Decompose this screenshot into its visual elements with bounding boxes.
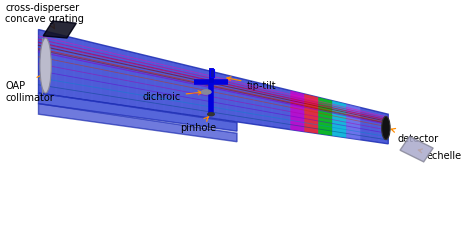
Polygon shape	[38, 94, 237, 132]
Text: detector: detector	[391, 129, 439, 143]
Text: tip-tilt: tip-tilt	[227, 77, 276, 90]
Circle shape	[201, 90, 211, 95]
Text: pinhole: pinhole	[180, 117, 217, 132]
Text: dichroic: dichroic	[143, 91, 202, 102]
Polygon shape	[400, 137, 433, 162]
Polygon shape	[290, 91, 304, 132]
Ellipse shape	[40, 39, 51, 94]
Text: OAP
collimator: OAP collimator	[5, 76, 54, 102]
Ellipse shape	[382, 117, 390, 140]
Polygon shape	[304, 94, 318, 134]
Polygon shape	[346, 105, 360, 140]
Polygon shape	[43, 22, 76, 39]
Circle shape	[208, 113, 214, 116]
Text: echelle: echelle	[419, 149, 461, 161]
Polygon shape	[210, 69, 214, 78]
Polygon shape	[38, 104, 237, 142]
Polygon shape	[318, 98, 332, 136]
Text: cross-disperser
concave grating: cross-disperser concave grating	[5, 2, 84, 29]
Polygon shape	[332, 101, 346, 138]
Polygon shape	[38, 30, 388, 144]
